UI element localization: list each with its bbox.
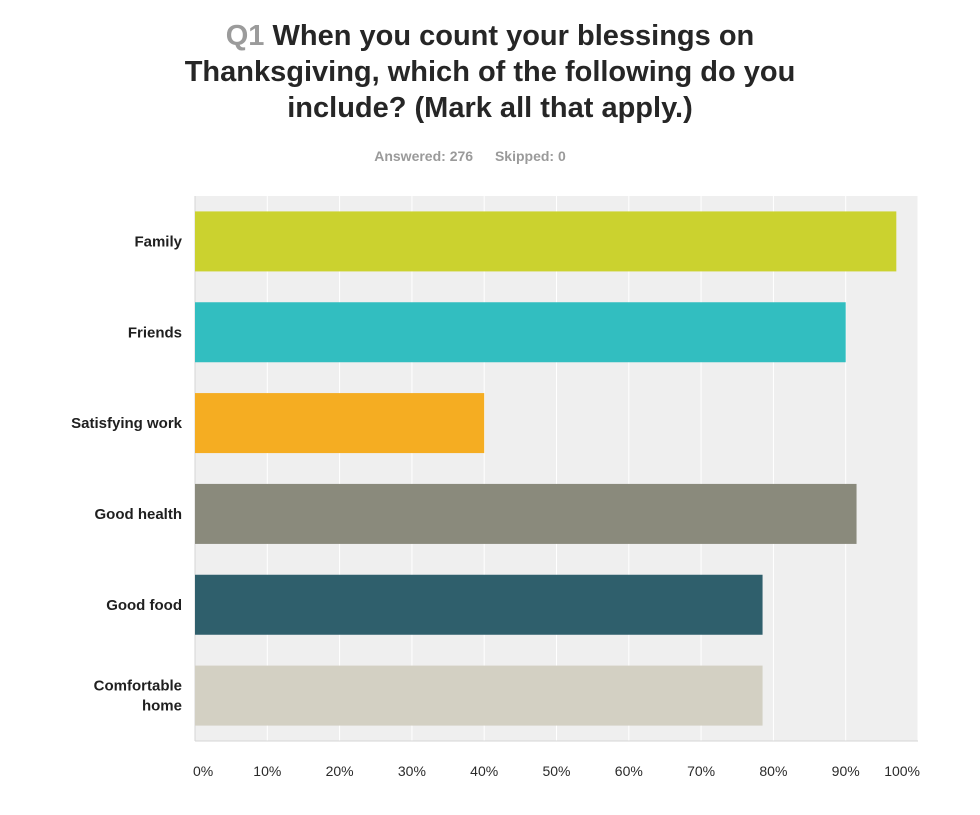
- x-tick-label: 70%: [687, 763, 715, 779]
- bar: [195, 393, 485, 454]
- bar: [195, 574, 763, 635]
- category-label: Satisfying work: [71, 415, 183, 432]
- response-stats: Answered: 276 Skipped: 0: [0, 148, 940, 164]
- category-label: Good health: [95, 506, 183, 523]
- x-tick-label: 80%: [759, 763, 787, 779]
- question-text: When you count your blessings on Thanksg…: [184, 20, 796, 124]
- bar: [195, 483, 857, 544]
- x-tick-label: 50%: [542, 763, 570, 779]
- question-title: Q1 When you count your blessings on Than…: [140, 18, 840, 126]
- question-number: Q1: [225, 20, 265, 52]
- answered-count: Answered: 276: [374, 148, 474, 164]
- x-tick-label: 90%: [832, 763, 860, 779]
- skipped-count: Skipped: 0: [494, 148, 566, 164]
- x-tick-label: 40%: [470, 763, 498, 779]
- x-tick-label: 30%: [398, 763, 426, 779]
- x-tick-label: 20%: [326, 763, 354, 779]
- bar: [195, 665, 763, 726]
- x-tick-label: 60%: [615, 763, 643, 779]
- bar: [195, 302, 846, 363]
- category-label: Good food: [106, 597, 182, 614]
- x-tick-label: 0%: [193, 763, 213, 779]
- chart-title-block: Q1 When you count your blessings on Than…: [0, 18, 980, 126]
- x-tick-label: 10%: [253, 763, 281, 779]
- category-label: home: [142, 698, 182, 715]
- category-label: Friends: [128, 324, 182, 341]
- bar: [195, 211, 897, 272]
- category-label: Family: [134, 233, 182, 250]
- category-label: Comfortable: [94, 678, 182, 695]
- x-tick-label: 100%: [884, 763, 920, 779]
